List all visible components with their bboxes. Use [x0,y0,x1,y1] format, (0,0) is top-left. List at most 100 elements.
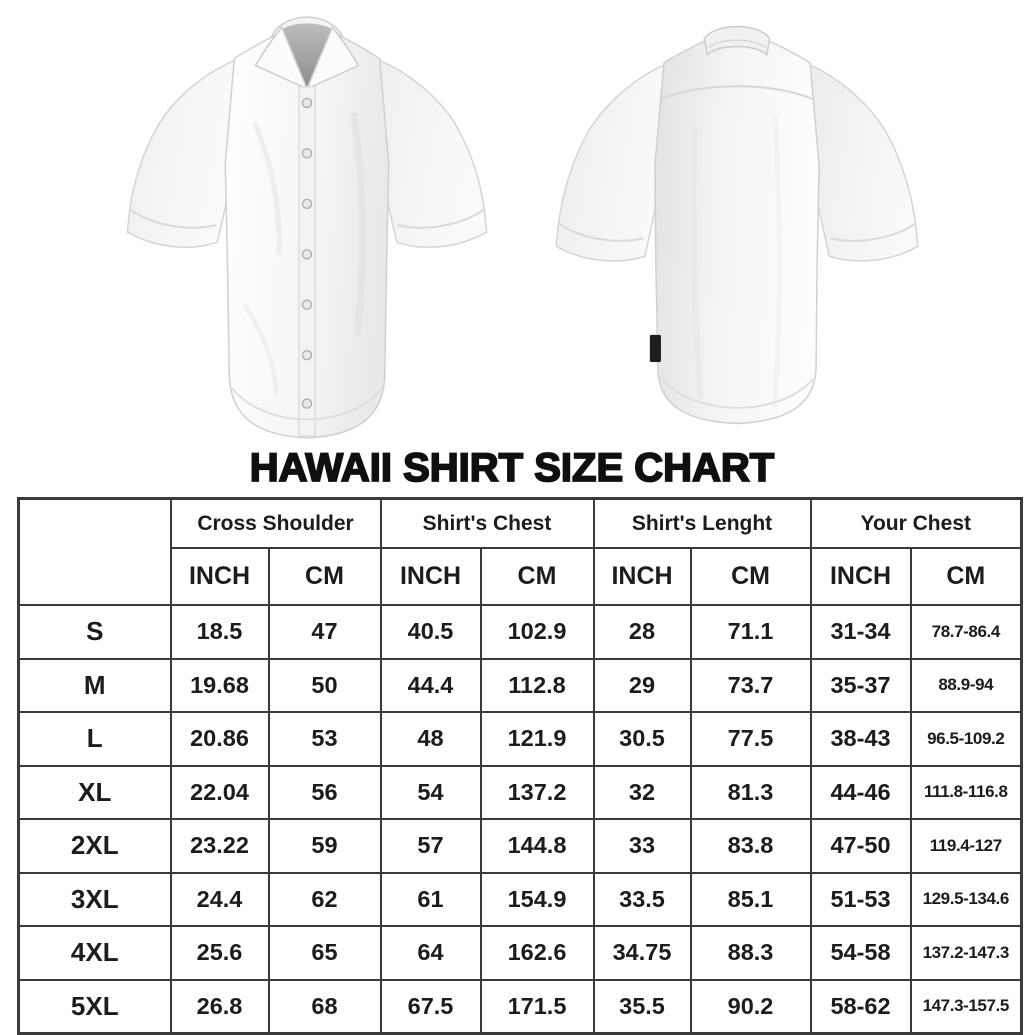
size-cell: 2XL [17,818,172,874]
data-cell: 129.5-134.6 [909,871,1023,927]
size-cell: L [17,711,172,767]
data-cell: 31-34 [809,604,912,660]
data-cell: 34.75 [592,925,692,981]
data-cell: 22.04 [169,764,270,820]
unit-header-inch: INCH [809,547,912,606]
data-cell: 53 [267,711,382,767]
data-cell: 48 [379,711,482,767]
data-cell: 83.8 [689,818,812,874]
data-cell: 38-43 [809,711,912,767]
data-cell: 137.2-147.3 [909,925,1023,981]
table-row-s: S 18.5 47 40.5 102.9 28 71.1 31-34 78.7-… [17,604,1023,660]
data-cell: 35-37 [809,657,912,713]
data-cell: 154.9 [479,871,595,927]
size-cell: 3XL [17,871,172,927]
data-cell: 54-58 [809,925,912,981]
size-cell: M [17,657,172,713]
data-cell: 44.4 [379,657,482,713]
data-cell: 68 [267,978,382,1035]
data-cell: 96.5-109.2 [909,711,1023,767]
data-cell: 88.9-94 [909,657,1023,713]
unit-header-cm: CM [689,547,812,606]
data-cell: 51-53 [809,871,912,927]
data-cell: 28 [592,604,692,660]
data-cell: 18.5 [169,604,270,660]
table-row-5xl: 5XL 26.8 68 67.5 171.5 35.5 90.2 58-62 1… [17,978,1023,1035]
data-cell: 144.8 [479,818,595,874]
size-cell: XL [17,764,172,820]
data-cell: 85.1 [689,871,812,927]
data-cell: 111.8-116.8 [909,764,1023,820]
group-header-cross-shoulder: Cross Shoulder [169,497,382,549]
data-cell: 65 [267,925,382,981]
data-cell: 40.5 [379,604,482,660]
shirt-front-image [126,16,488,439]
size-cell: S [17,604,172,660]
data-cell: 71.1 [689,604,812,660]
data-cell: 67.5 [379,978,482,1035]
data-cell: 59 [267,818,382,874]
data-cell: 20.86 [169,711,270,767]
data-cell: 30.5 [592,711,692,767]
data-cell: 58-62 [809,978,912,1035]
data-cell: 33 [592,818,692,874]
data-cell: 62 [267,871,382,927]
data-cell: 33.5 [592,871,692,927]
shirt-back-image [555,25,919,425]
data-cell: 137.2 [479,764,595,820]
group-header-shirts-chest: Shirt's Chest [379,497,595,549]
care-tag [649,334,661,363]
table-row-m: M 19.68 50 44.4 112.8 29 73.7 35-37 88.9… [17,657,1023,713]
unit-header-row: INCH CM INCH CM INCH CM INCH CM [19,547,1023,606]
table-row-l: L 20.86 53 48 121.9 30.5 77.5 38-43 96.5… [17,711,1023,767]
data-cell: 47 [267,604,382,660]
data-cell: 147.3-157.5 [909,978,1023,1035]
table-row-3xl: 3XL 24.4 62 61 154.9 33.5 85.1 51-53 129… [17,871,1023,927]
group-header-your-chest: Your Chest [809,497,1023,549]
data-cell: 77.5 [689,711,812,767]
data-cell: 112.8 [479,657,595,713]
data-cell: 29 [592,657,692,713]
data-cell: 35.5 [592,978,692,1035]
corner-cell [17,497,172,606]
table-row-xl: XL 22.04 56 54 137.2 32 81.3 44-46 111.8… [17,764,1023,820]
size-cell: 4XL [17,925,172,981]
unit-header-inch: INCH [592,547,692,606]
data-cell: 73.7 [689,657,812,713]
page-title: HAWAII SHIRT SIZE CHART [249,445,775,491]
data-cell: 23.22 [169,818,270,874]
data-cell: 47-50 [809,818,912,874]
data-cell: 88.3 [689,925,812,981]
data-cell: 50 [267,657,382,713]
table-row-4xl: 4XL 25.6 65 64 162.6 34.75 88.3 54-58 13… [17,925,1023,981]
size-chart-table: Cross Shoulder Shirt's Chest Shirt's Len… [17,497,1024,1035]
data-cell: 102.9 [479,604,595,660]
data-cell: 44-46 [809,764,912,820]
data-cell: 25.6 [169,925,270,981]
unit-header-cm: CM [267,547,382,606]
table-row-2xl: 2XL 23.22 59 57 144.8 33 83.8 47-50 119.… [17,818,1023,874]
data-cell: 121.9 [479,711,595,767]
unit-header-inch: INCH [379,547,482,606]
data-cell: 171.5 [479,978,595,1035]
data-cell: 162.6 [479,925,595,981]
unit-header-inch: INCH [169,547,270,606]
size-cell: 5XL [17,978,172,1035]
data-cell: 54 [379,764,482,820]
data-cell: 64 [379,925,482,981]
data-cell: 90.2 [689,978,812,1035]
group-header-shirts-length: Shirt's Lenght [592,497,812,549]
data-cell: 19.68 [169,657,270,713]
data-cell: 61 [379,871,482,927]
unit-header-cm: CM [479,547,595,606]
data-cell: 26.8 [169,978,270,1035]
data-cell: 32 [592,764,692,820]
unit-header-cm: CM [909,547,1023,606]
data-cell: 119.4-127 [909,818,1023,874]
data-cell: 81.3 [689,764,812,820]
data-cell: 24.4 [169,871,270,927]
data-cell: 57 [379,818,482,874]
data-cell: 56 [267,764,382,820]
group-header-row: Cross Shoulder Shirt's Chest Shirt's Len… [17,497,1023,606]
